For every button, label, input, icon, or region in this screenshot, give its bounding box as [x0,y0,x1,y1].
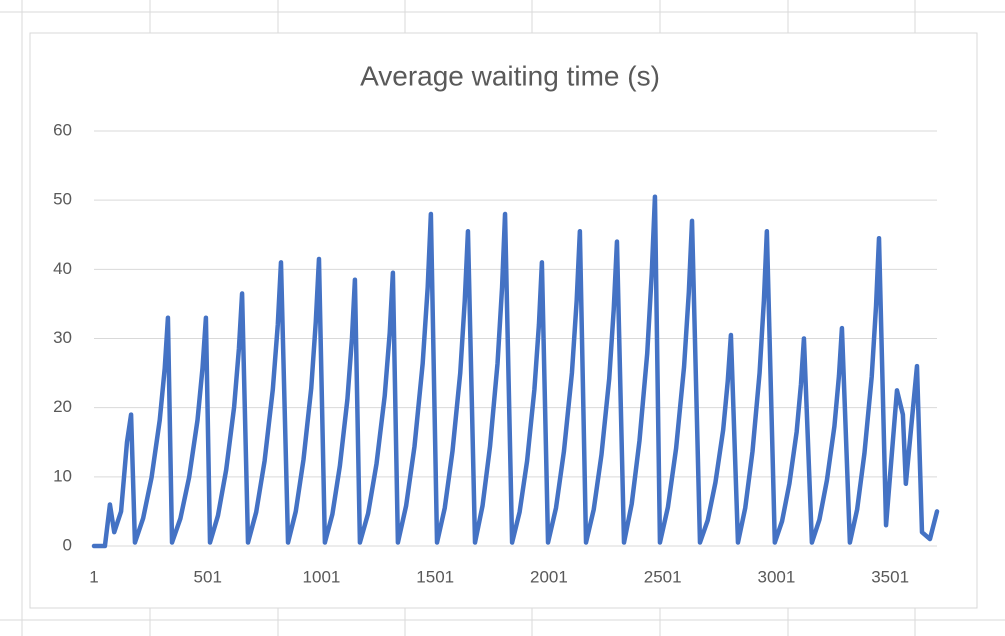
y-tick-label: 60 [53,120,72,139]
x-tick-label: 3001 [757,567,795,586]
x-tick-label: 1 [89,567,98,586]
y-tick-label: 30 [53,328,72,347]
y-tick-label: 50 [53,190,72,209]
x-tick-label: 2501 [644,567,682,586]
x-tick-label: 1001 [303,567,341,586]
y-tick-label: 10 [53,466,72,485]
x-tick-label: 2001 [530,567,568,586]
y-tick-label: 0 [63,535,72,554]
y-tick-label: 40 [53,259,72,278]
data-line [91,194,940,549]
y-tick-label: 20 [53,397,72,416]
x-tick-label: 3501 [871,567,909,586]
x-tick-label: 501 [194,567,222,586]
x-tick-label: 1501 [416,567,454,586]
chart-title: Average waiting time (s) [360,60,660,91]
